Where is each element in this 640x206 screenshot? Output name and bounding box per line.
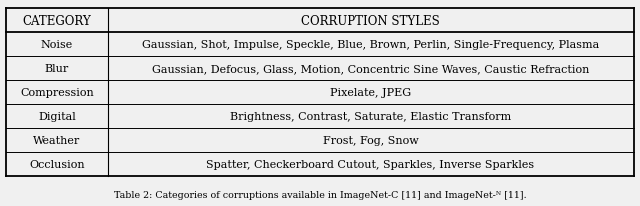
Text: Brightness, Contrast, Saturate, Elastic Transform: Brightness, Contrast, Saturate, Elastic … — [230, 112, 511, 122]
Text: Occlusion: Occlusion — [29, 159, 84, 169]
Text: Gaussian, Defocus, Glass, Motion, Concentric Sine Waves, Caustic Refraction: Gaussian, Defocus, Glass, Motion, Concen… — [152, 64, 589, 74]
Text: Weather: Weather — [33, 135, 81, 145]
Text: CATEGORY: CATEGORY — [22, 15, 92, 28]
Text: Pixelate, JPEG: Pixelate, JPEG — [330, 88, 411, 98]
Text: Spatter, Checkerboard Cutout, Sparkles, Inverse Sparkles: Spatter, Checkerboard Cutout, Sparkles, … — [207, 159, 534, 169]
Text: Gaussian, Shot, Impulse, Speckle, Blue, Brown, Perlin, Single-Frequency, Plasma: Gaussian, Shot, Impulse, Speckle, Blue, … — [142, 40, 599, 50]
Text: Digital: Digital — [38, 112, 76, 122]
Text: Noise: Noise — [41, 40, 73, 50]
Text: Blur: Blur — [45, 64, 69, 74]
Text: Table 2: Categories of corruptions available in ImageNet-C [11] and ImageNet-ᴺ [: Table 2: Categories of corruptions avail… — [114, 190, 526, 199]
Text: Frost, Fog, Snow: Frost, Fog, Snow — [323, 135, 419, 145]
Text: Compression: Compression — [20, 88, 94, 98]
Text: CORRUPTION STYLES: CORRUPTION STYLES — [301, 15, 440, 28]
